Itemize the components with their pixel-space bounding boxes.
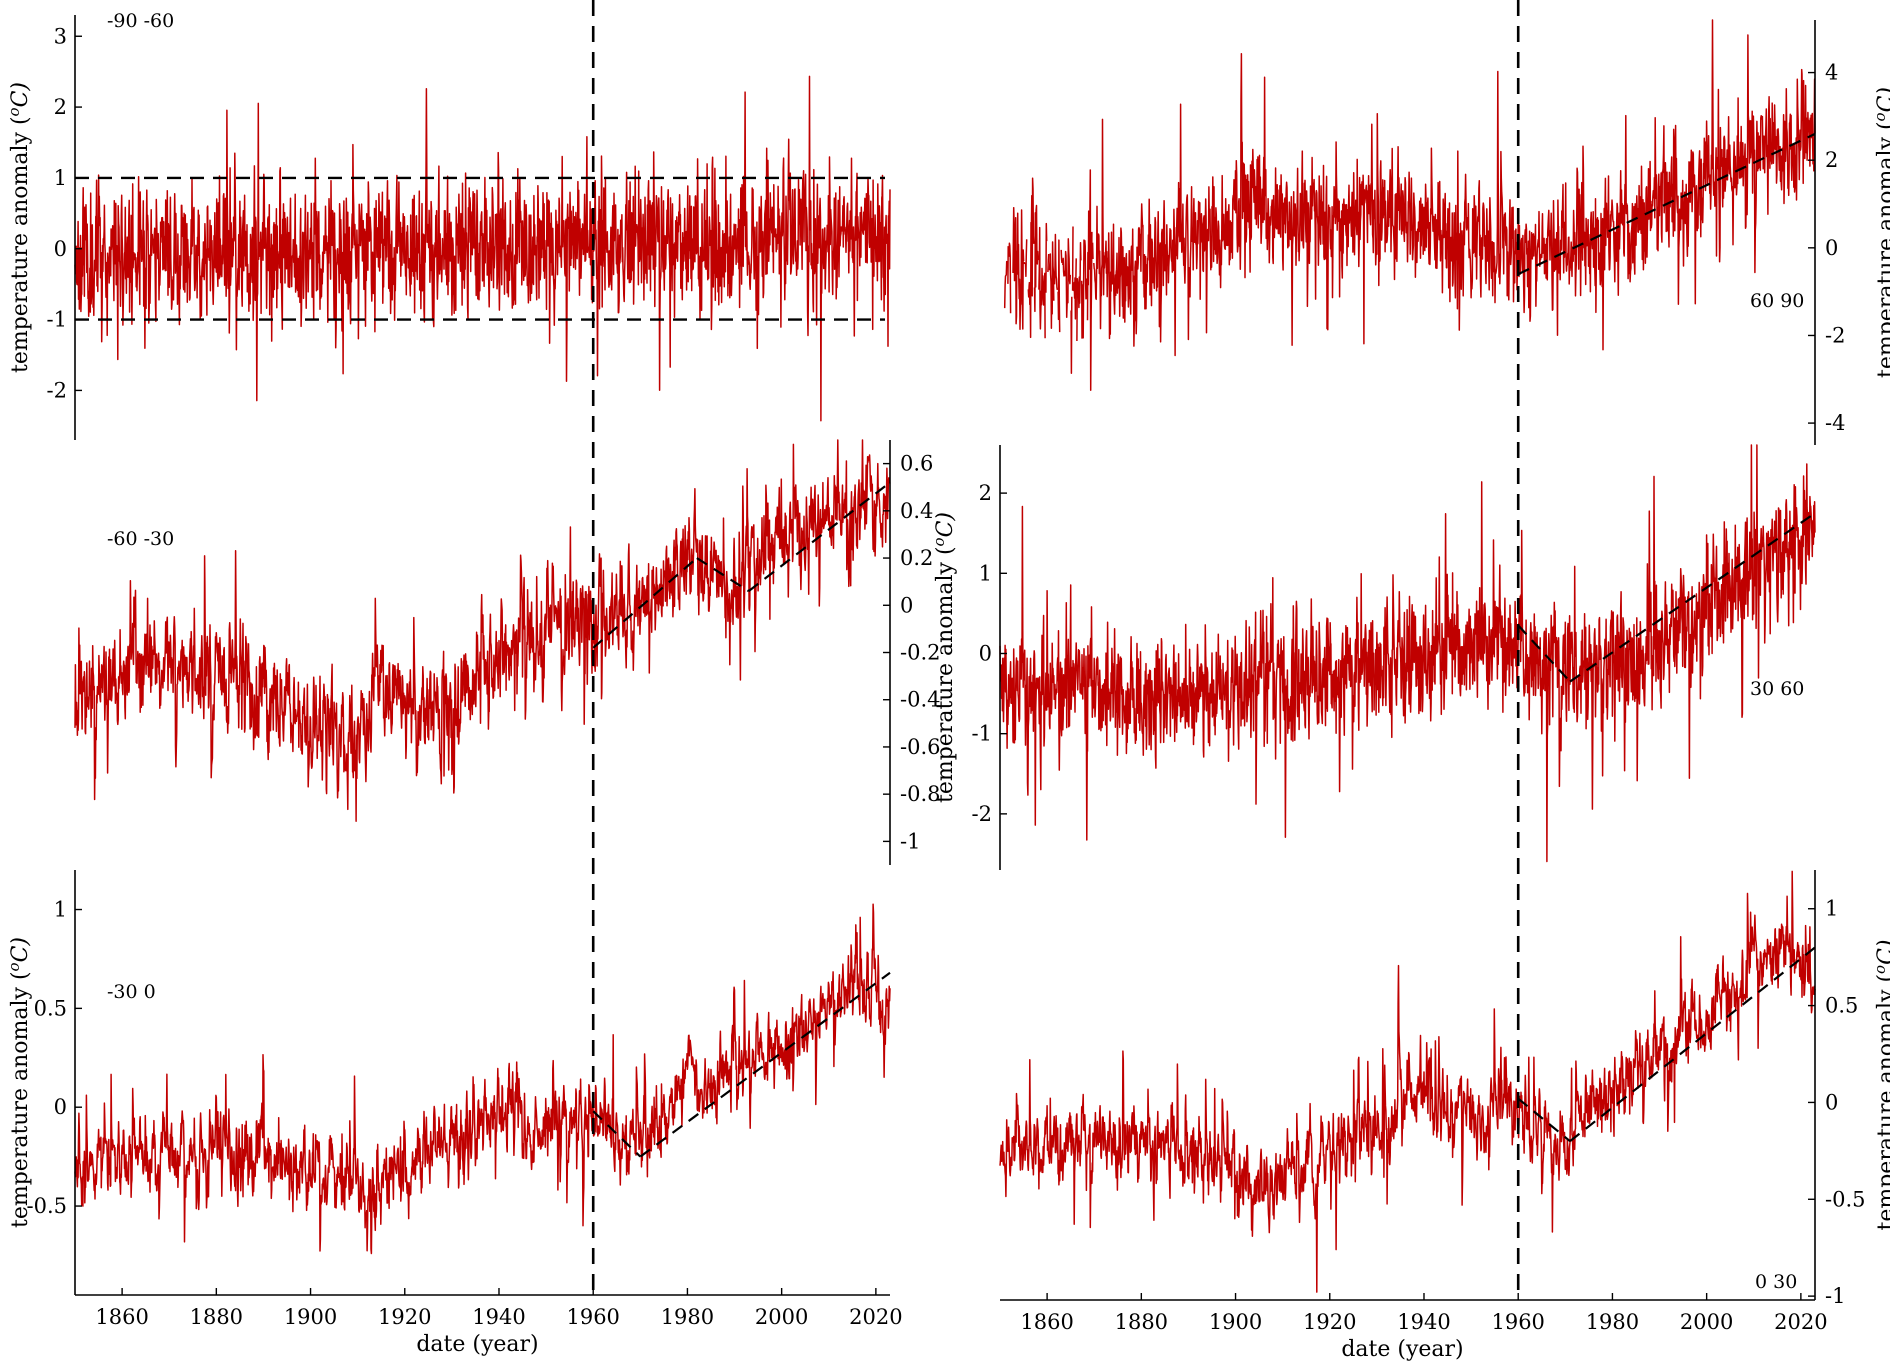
y-tick-label: -0.6 xyxy=(900,735,941,759)
y-tick-label: -1 xyxy=(900,829,920,853)
x-tick-label: 1860 xyxy=(95,1305,148,1329)
panel-0: -2 -1 0 1 2 3 temperature anomaly (oC) -90 -60 xyxy=(5,10,891,440)
trend-fit-segment xyxy=(1517,624,1571,683)
y-tick-label: 4 xyxy=(1825,61,1838,85)
y-tick-label: 2 xyxy=(1825,148,1838,172)
x-tick-label: 1880 xyxy=(1115,1310,1168,1334)
y-tick-label: 3 xyxy=(54,24,67,48)
x-tick-label: 1940 xyxy=(1397,1310,1450,1334)
y-axis-title: temperature anomaly (oC) xyxy=(930,512,958,803)
panel-5: -1 -0.5 0 0.5 1 temperature anomaly (oC) 1860 1… xyxy=(999,870,1890,1361)
y-tick-label: 0.2 xyxy=(900,546,933,570)
panel-label: 60 90 xyxy=(1750,290,1804,312)
trend-fit-segment xyxy=(748,481,891,592)
y-tick-label: 0.5 xyxy=(34,996,67,1020)
y-tick-label: 0.6 xyxy=(900,452,933,476)
trend-fit-segment xyxy=(639,971,891,1158)
y-tick-label: -0.5 xyxy=(27,1194,68,1218)
y-tick-label: 0 xyxy=(979,641,992,665)
y-tick-label: -0.2 xyxy=(900,641,941,665)
x-tick-label: 2020 xyxy=(1774,1310,1827,1334)
y-axis-title: temperature anomaly (oC) xyxy=(1871,87,1890,378)
y-tick-label: -1 xyxy=(47,308,67,332)
trend-fit-segment xyxy=(1569,946,1816,1143)
panel-label: 30 60 xyxy=(1750,678,1804,700)
series-line xyxy=(999,444,1816,863)
x-tick-label: 2000 xyxy=(755,1305,808,1329)
trend-fit-segment xyxy=(1517,1097,1571,1143)
panel-label: -30 0 xyxy=(107,981,156,1003)
x-tick-label: 1900 xyxy=(284,1305,337,1329)
series-line xyxy=(1003,19,1816,392)
y-tick-label: 2 xyxy=(979,481,992,505)
trend-fit-segment xyxy=(592,557,698,649)
x-tick-label: 1860 xyxy=(1020,1310,1073,1334)
y-tick-label: -2 xyxy=(972,802,992,826)
x-axis-title: date (year) xyxy=(1341,1337,1463,1361)
x-tick-label: 1980 xyxy=(1586,1310,1639,1334)
trend-fit-segment xyxy=(592,1110,642,1158)
y-tick-label: 0.5 xyxy=(1825,994,1858,1018)
x-tick-label: 1940 xyxy=(472,1305,525,1329)
y-tick-label: 2 xyxy=(54,95,67,119)
y-tick-label: 1 xyxy=(54,898,67,922)
x-tick-label: 1920 xyxy=(1303,1310,1356,1334)
x-tick-label: 2020 xyxy=(849,1305,902,1329)
series-line xyxy=(74,439,891,822)
y-tick-label: 1 xyxy=(54,166,67,190)
y-tick-label: -0.4 xyxy=(900,688,941,712)
panel-label: -90 -60 xyxy=(107,10,174,32)
panel-label: 0 30 xyxy=(1755,1271,1797,1293)
series-line xyxy=(74,75,891,422)
y-tick-label: 1 xyxy=(1825,897,1838,921)
x-tick-label: 1980 xyxy=(661,1305,714,1329)
y-tick-label: -0.5 xyxy=(1825,1187,1866,1211)
x-tick-label: 1900 xyxy=(1209,1310,1262,1334)
y-tick-label: 0 xyxy=(900,593,913,617)
y-tick-label: -2 xyxy=(47,378,67,402)
x-axis-title: date (year) xyxy=(416,1332,538,1357)
trend-fit-segment xyxy=(1517,132,1816,276)
panel-4: -0.5 0 0.5 1 temperature anomaly (oC) 1860 188… xyxy=(5,870,903,1357)
y-tick-label: 0 xyxy=(1825,236,1838,260)
y-tick-label: 1 xyxy=(979,561,992,585)
trend-fit-segment xyxy=(1569,512,1816,683)
trend-fit-segment xyxy=(696,557,750,593)
panel-2: -1 -0.8 -0.6 -0.4 -0.2 0 0.2 0.4 0.6 -60 -30 xyxy=(74,439,941,865)
y-axis-title: temperature anomaly (oC) xyxy=(5,82,33,373)
y-tick-label: 0 xyxy=(1825,1090,1838,1114)
y-axis-title: temperature anomaly (oC) xyxy=(5,937,33,1228)
x-tick-label: 1920 xyxy=(378,1305,431,1329)
y-axis-title: temperature anomaly (oC) xyxy=(1871,940,1890,1231)
y-tick-label: 0.4 xyxy=(900,499,933,523)
series-line xyxy=(999,870,1816,1293)
x-tick-label: 1960 xyxy=(566,1305,619,1329)
panel-3: -2 -1 0 1 2 temperature anomaly (oC) 30 60 xyxy=(930,444,1816,870)
x-tick-label: 1960 xyxy=(1491,1310,1544,1334)
panel-label: -60 -30 xyxy=(107,528,174,550)
y-tick-label: -0.8 xyxy=(900,782,941,806)
y-tick-label: 0 xyxy=(54,237,67,261)
series-line xyxy=(74,903,891,1255)
panel-1: -4 -2 0 2 4 temperature anomaly (oC) 60 90 xyxy=(1003,19,1890,445)
y-tick-label: -1 xyxy=(1825,1284,1845,1308)
y-tick-label: -1 xyxy=(972,722,992,746)
y-tick-label: 0 xyxy=(54,1095,67,1119)
x-tick-label: 1880 xyxy=(190,1305,243,1329)
x-tick-label: 2000 xyxy=(1680,1310,1733,1334)
y-tick-label: -2 xyxy=(1825,323,1845,347)
y-tick-label: -4 xyxy=(1825,411,1845,435)
